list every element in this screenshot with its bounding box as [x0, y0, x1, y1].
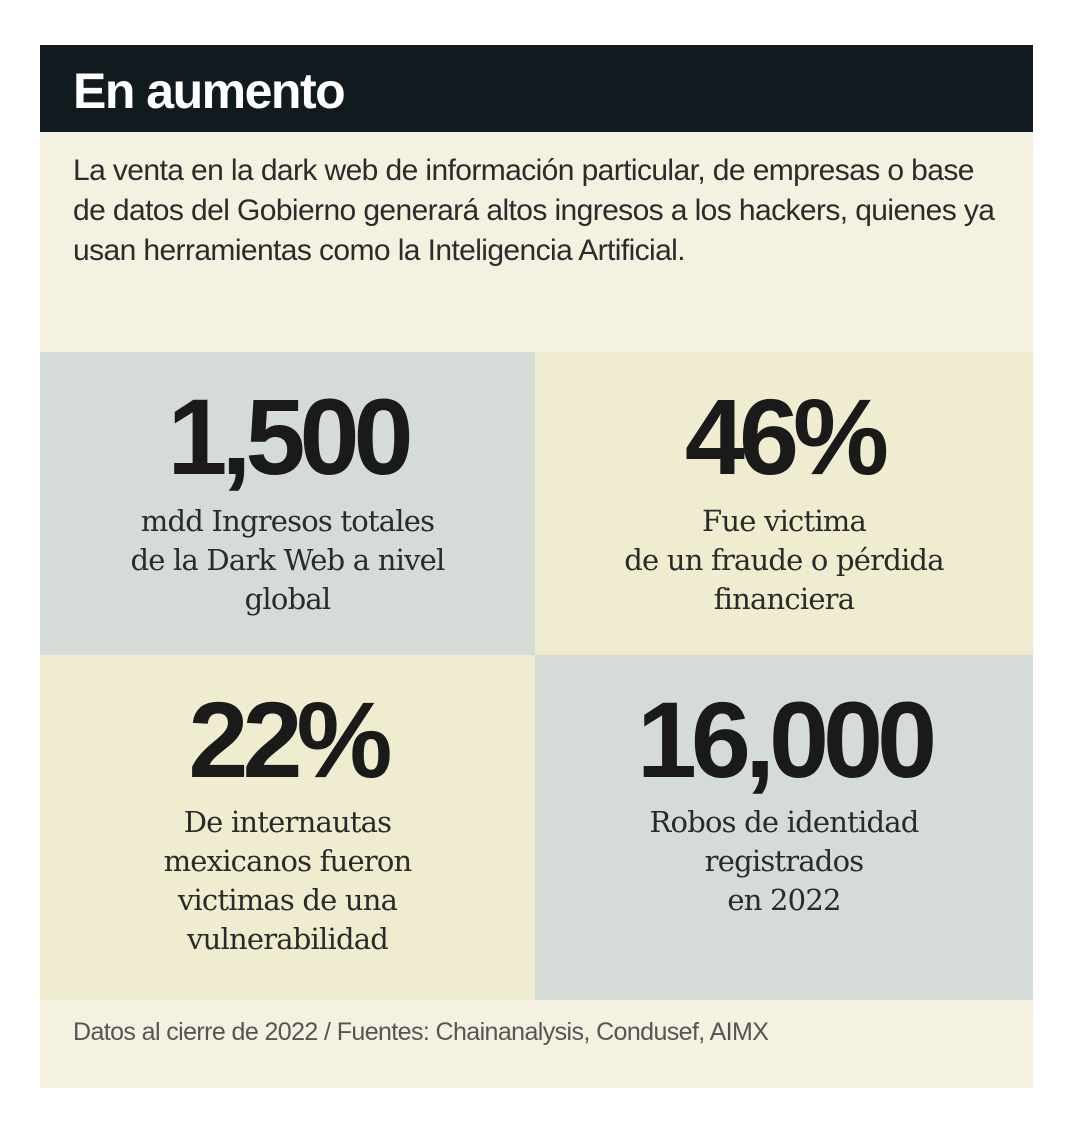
intro-paragraph: La venta en la dark web de información p… [73, 154, 995, 267]
stat-tile-dark-web-revenue: 1,500 mdd Ingresos totales de la Dark We… [40, 352, 535, 655]
stat-description: De internautas mexicanos fueron victimas… [40, 803, 535, 959]
stat-description-line: mdd Ingresos totales [140, 504, 435, 538]
stat-description-line: De internautas [183, 805, 392, 839]
stat-description-line: victimas de una [177, 883, 398, 917]
infographic-card: En aumento La venta en la dark web de in… [40, 45, 1033, 1088]
stat-description-line: global [244, 582, 331, 616]
stat-description-line: mexicanos fueron [163, 844, 413, 878]
source-footnote: Datos al cierre de 2022 / Fuentes: Chain… [73, 1018, 769, 1046]
stat-description-line: Fue victima [702, 504, 867, 538]
stat-tile-vulnerability-victims: 22% De internautas mexicanos fueron vict… [40, 655, 535, 1000]
title-bar: En aumento [40, 45, 1033, 132]
stat-description-line: Robos de identidad [649, 805, 920, 839]
stat-description-line: de un fraude o pérdida [624, 543, 944, 577]
stat-value: 46% [684, 376, 889, 497]
stat-description-line: financiera [713, 582, 855, 616]
stat-value: 1,500 [167, 376, 413, 497]
page-title: En aumento [73, 63, 346, 119]
stat-description-line: de la Dark Web a nivel [130, 543, 446, 577]
stat-description-line: vulnerabilidad [187, 922, 389, 956]
stat-tile-identity-theft: 16,000 Robos de identidad registrados en… [535, 655, 1033, 1000]
stat-tile-fraud-victims: 46% Fue victima de un fraude o pérdida f… [535, 352, 1033, 655]
stat-description: mdd Ingresos totales de la Dark Web a ni… [40, 502, 535, 619]
stat-description-line: en 2022 [727, 883, 841, 917]
stat-description: Fue victima de un fraude o pérdida finan… [535, 502, 1033, 619]
stat-description-line: registrados [704, 844, 864, 878]
stat-description: Robos de identidad registrados en 2022 [535, 803, 1033, 920]
stat-value: 16,000 [636, 679, 937, 800]
stat-value: 22% [188, 679, 392, 800]
